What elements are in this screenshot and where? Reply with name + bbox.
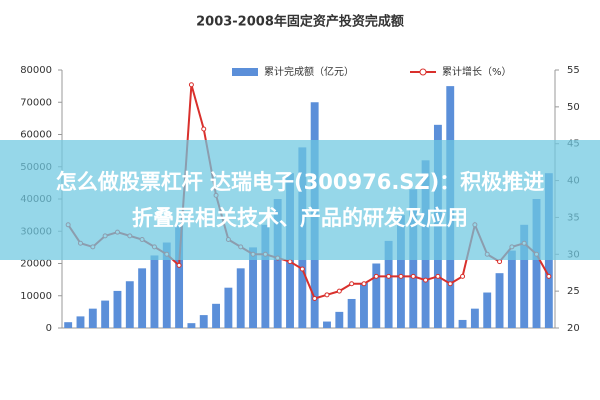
y2-tick-label: 25 [567,286,580,297]
bar [335,311,344,328]
bar [458,319,467,328]
y-tick-label: 20000 [20,259,52,270]
y2-tick-label: 50 [567,102,580,113]
bar [261,224,270,328]
bar [323,321,331,328]
bar [396,215,405,328]
bar [64,322,73,328]
bar [187,323,196,328]
line-point [410,273,416,279]
headline-banner: 怎么做股票杠杆 达瑞电子(300976.SZ)：积极推进折叠屏相关技术、产品的研… [0,140,600,260]
line-point [423,277,429,283]
bar [347,298,356,328]
y-tick-label: 80000 [20,65,52,76]
bar [113,290,122,328]
line-point [287,259,293,265]
bar [150,255,159,328]
bar [199,315,208,328]
line-point [324,292,330,298]
bar [532,199,541,328]
line-point [386,273,392,279]
y-tick-label: 70000 [20,97,52,108]
bar [273,199,282,328]
line-point [361,281,367,287]
bar [76,316,85,328]
headline: 怎么做股票杠杆 达瑞电子(300976.SZ)：积极推进折叠屏相关技术、产品的研… [55,170,545,230]
bar [249,247,257,328]
line-point [176,262,182,268]
line-point [312,296,318,302]
bar [495,273,504,328]
bar [483,292,492,328]
bar [236,268,245,328]
bar [384,240,393,328]
bar [470,308,479,328]
y2-tick-label: 55 [567,65,580,76]
bar [138,268,147,328]
bar [224,287,233,328]
legend-swatch [419,68,427,76]
line-point [188,82,194,88]
legend-label: 累计完成额（亿元） [264,65,354,78]
line-point [336,288,342,294]
line-point [497,259,503,265]
line-point [435,273,441,279]
y-tick-label: 0 [46,323,52,334]
y-tick-label: 60000 [20,130,52,141]
bar [101,300,110,328]
bar [175,224,184,328]
bar [507,250,516,328]
bar [212,303,221,328]
line-point [460,273,466,279]
line-point [299,266,305,272]
bar [520,224,529,328]
legend-label: 累计增长（%） [442,65,512,78]
bar [125,281,134,328]
y2-tick-label: 20 [567,323,580,334]
bar [372,263,381,328]
chart-title: 2003-2008年固定资产投资完成额 [196,14,404,30]
bar [88,308,97,328]
bar [162,242,171,328]
line-point [349,281,355,287]
line-point [447,281,453,287]
legend-swatch [232,68,258,76]
y-tick-label: 10000 [20,291,52,302]
line-point [373,273,379,279]
bar [360,282,368,328]
line-point [546,273,552,279]
line-point [398,273,404,279]
line-point [201,126,207,132]
